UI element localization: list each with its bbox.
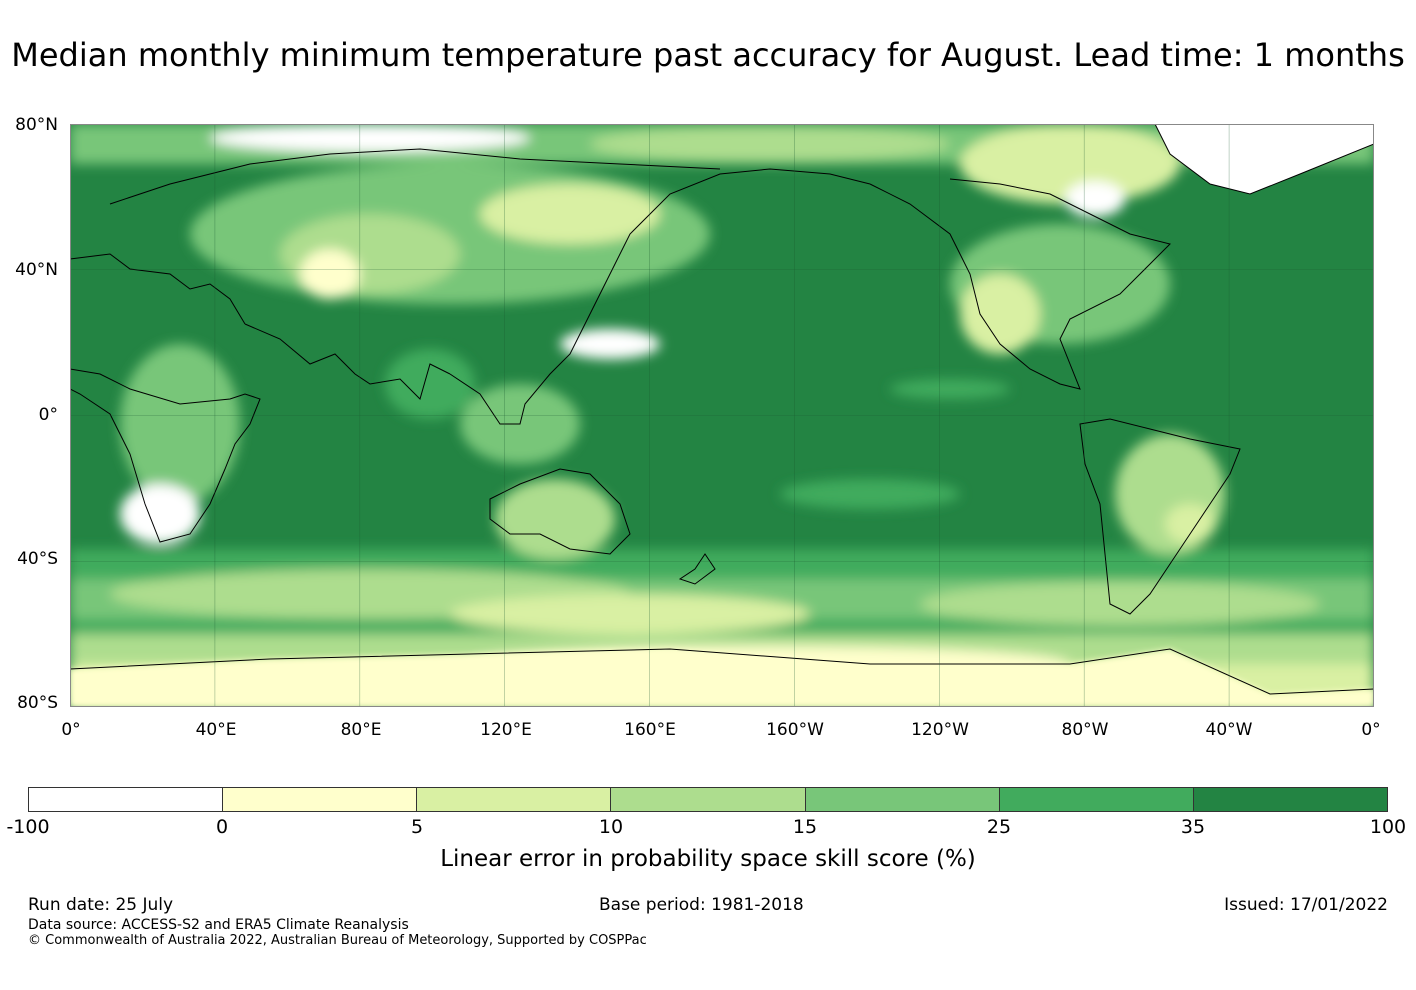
lon-label-0-left: 0° — [61, 720, 81, 740]
skill-score-map — [70, 124, 1374, 707]
map-frame — [70, 124, 1374, 707]
colorbar-segment — [805, 788, 1000, 811]
lon-label-160w: 160°W — [766, 720, 824, 740]
lon-label-40w: 40°W — [1205, 720, 1253, 740]
issued-date: Issued: 17/01/2022 — [1224, 895, 1388, 915]
lon-label-160e: 160°E — [624, 720, 676, 740]
map-title: Median monthly minimum temperature past … — [11, 36, 1405, 74]
colorbar-tick: 35 — [1180, 816, 1206, 838]
lon-label-80w: 80°W — [1061, 720, 1109, 740]
colorbar-segment — [417, 788, 612, 811]
lon-label-80e: 80°E — [340, 720, 382, 740]
lat-label-40s: 40°S — [17, 549, 58, 569]
colorbar-segment — [223, 788, 418, 811]
colorbar-label: Linear error in probability space skill … — [440, 846, 976, 872]
lon-label-120e: 120°E — [480, 720, 532, 740]
colorbar-tick: 15 — [792, 816, 818, 838]
lat-label-80s: 80°S — [17, 693, 58, 713]
colorbar-tick: 5 — [410, 816, 424, 838]
run-date: Run date: 25 July — [28, 895, 174, 915]
colorbar-tick: 25 — [986, 816, 1012, 838]
colorbar-segment — [611, 788, 806, 811]
lon-label-0-right: 0° — [1361, 720, 1381, 740]
antarctica-region — [70, 649, 1374, 707]
copyright-notice: © Commonwealth of Australia 2022, Austra… — [28, 933, 647, 948]
greenland-region — [1155, 124, 1374, 194]
colorbar-tick: 10 — [598, 816, 624, 838]
colorbar-segment — [29, 788, 224, 811]
colorbar-tick: 0 — [215, 816, 229, 838]
colorbar-tick: 100 — [1369, 816, 1407, 838]
map-canvas — [70, 124, 1374, 707]
colorbar-segment — [999, 788, 1194, 811]
colorbar-tick: -100 — [6, 816, 50, 838]
data-source: Data source: ACCESS-S2 and ERA5 Climate … — [28, 917, 409, 933]
lat-label-40n: 40°N — [15, 260, 58, 280]
lon-label-120w: 120°W — [911, 720, 969, 740]
colorbar — [28, 787, 1388, 812]
lon-label-40e: 40°E — [195, 720, 237, 740]
colorbar-segment — [1193, 788, 1387, 811]
lat-label-equator: 0° — [38, 405, 58, 425]
graticule — [70, 124, 1374, 707]
greenland-coastline — [1154, 124, 1374, 195]
base-period: Base period: 1981-2018 — [599, 895, 804, 915]
coastlines — [70, 148, 1374, 695]
lat-label-80n: 80°N — [15, 115, 58, 135]
